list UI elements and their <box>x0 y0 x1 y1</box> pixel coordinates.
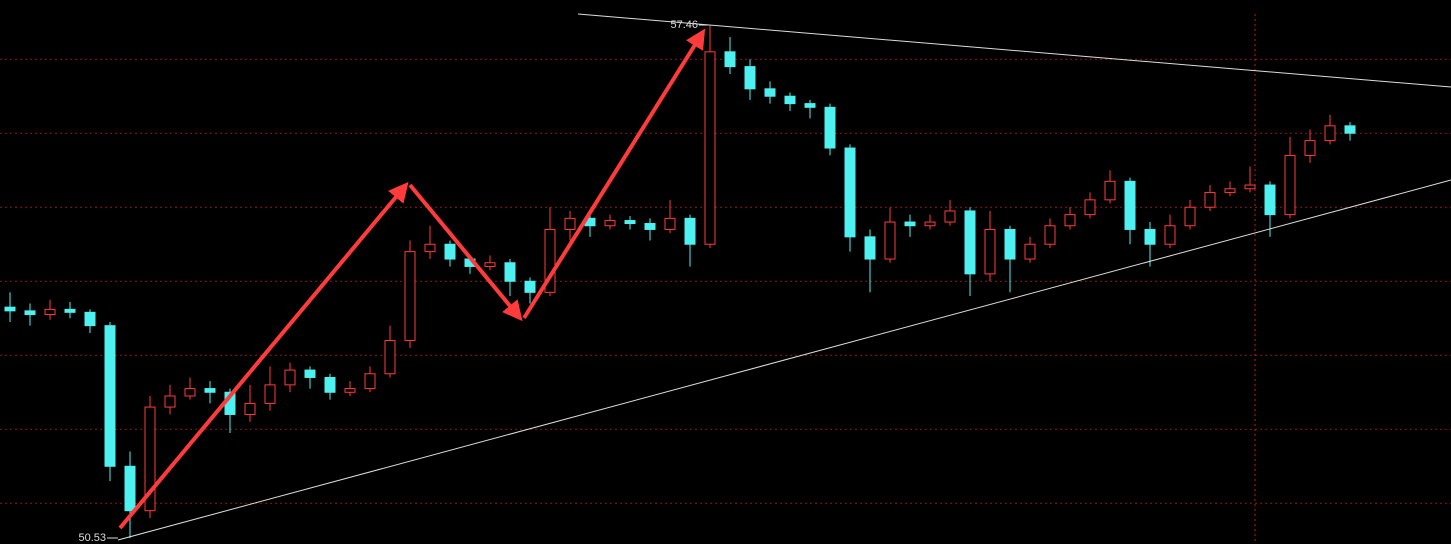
candle-body <box>124 465 136 512</box>
candle-body <box>1284 154 1296 216</box>
candle-body <box>884 221 896 260</box>
wave-arrow <box>522 28 706 320</box>
candles <box>4 25 1356 539</box>
candle-body <box>84 311 96 327</box>
candle-body <box>144 406 156 512</box>
candle-body <box>604 220 616 227</box>
candle-body <box>984 228 996 275</box>
candle-body <box>804 103 816 108</box>
candle-body <box>1224 188 1236 193</box>
candle-body <box>1204 191 1216 208</box>
candle-body <box>424 243 436 253</box>
candle-body <box>1264 184 1276 216</box>
candle-body <box>964 210 976 275</box>
candle-body <box>1164 225 1176 245</box>
candle-body <box>1104 180 1116 201</box>
wave-arrow <box>408 183 523 322</box>
candle-body <box>1304 140 1316 156</box>
candle-body <box>904 221 916 227</box>
candle-body <box>664 217 676 230</box>
candle-body <box>1344 125 1356 134</box>
candle-body <box>1124 180 1136 230</box>
support-line <box>117 179 1451 541</box>
candle-body <box>564 217 576 230</box>
high-label: 57.46 <box>670 19 698 31</box>
candle-body <box>744 66 756 90</box>
candle-body <box>24 310 36 316</box>
candle-body <box>364 373 376 390</box>
candle-body <box>524 280 536 293</box>
candle-body <box>1004 228 1016 260</box>
candle-body <box>184 388 196 397</box>
candle-body <box>864 236 876 260</box>
candle-body <box>684 217 696 245</box>
candle-body <box>924 221 936 227</box>
candle-body <box>704 51 716 245</box>
wave-arrows <box>118 28 706 530</box>
candle-body <box>64 308 76 313</box>
wave-arrow <box>118 181 409 530</box>
candle-body <box>244 402 256 415</box>
candle-body <box>104 325 116 467</box>
resistance-line <box>577 13 1451 88</box>
candle-body <box>824 106 836 149</box>
candle-body <box>1044 225 1056 245</box>
candle-body <box>344 388 356 393</box>
candle-body <box>944 210 956 223</box>
candle-body <box>4 306 16 312</box>
candle-body <box>404 251 416 341</box>
candle-body <box>504 262 516 282</box>
low-label: 50.53 <box>78 532 106 544</box>
candle-body <box>1324 125 1336 142</box>
candle-body <box>264 384 276 404</box>
candle-body <box>304 369 316 378</box>
candle-body <box>44 308 56 316</box>
candle-body <box>284 369 296 386</box>
candle-body <box>324 376 336 393</box>
candle-body <box>1084 199 1096 216</box>
candle-body <box>1024 243 1036 260</box>
candle-body <box>484 262 496 267</box>
candle-body <box>624 220 636 225</box>
candle-body <box>544 228 556 293</box>
candle-body <box>1184 206 1196 227</box>
candle-body <box>204 388 216 393</box>
candle-body <box>384 339 396 375</box>
candle-body <box>764 88 776 97</box>
candle-body <box>1144 228 1156 245</box>
candle-body <box>644 223 656 230</box>
candle-body <box>844 147 856 238</box>
candle-body <box>1244 184 1256 190</box>
candle-body <box>1064 214 1076 227</box>
candle-body <box>784 95 796 105</box>
candle-body <box>724 51 736 68</box>
candle-body <box>444 243 456 260</box>
candle-body <box>164 395 176 408</box>
